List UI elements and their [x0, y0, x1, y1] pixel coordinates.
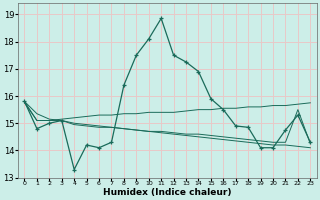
X-axis label: Humidex (Indice chaleur): Humidex (Indice chaleur)	[103, 188, 232, 197]
